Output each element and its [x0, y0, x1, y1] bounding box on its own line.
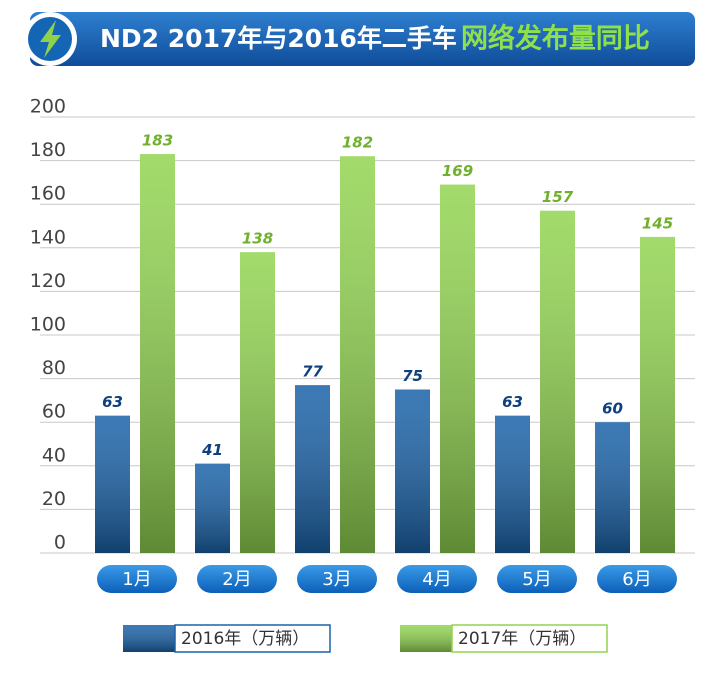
x-tick-label: 1月 [122, 569, 151, 590]
legend-label: 2016年（万辆） [181, 629, 309, 649]
value-label: 169 [442, 162, 473, 180]
y-tick-label: 80 [42, 357, 66, 379]
value-label: 63 [102, 393, 123, 411]
legend-box [174, 624, 331, 653]
y-tick-label: 20 [42, 488, 66, 510]
bar-shade [295, 385, 330, 553]
y-tick-label: 140 [30, 226, 66, 248]
bar-shade [595, 422, 630, 553]
value-label: 41 [201, 441, 223, 459]
bar-shade [540, 210, 575, 554]
value-label: 60 [602, 400, 623, 418]
bar-shade [95, 415, 130, 553]
value-label: 182 [342, 134, 373, 152]
bar-shade [240, 252, 275, 553]
bar-shade [495, 415, 530, 553]
bar-shade [140, 154, 175, 553]
x-tick-label: 2月 [222, 569, 251, 590]
header-bar [30, 12, 695, 66]
legend-label: 2017年（万辆） [458, 629, 586, 649]
y-tick-label: 0 [54, 532, 66, 554]
bar-shade [195, 463, 230, 553]
category-pill [597, 565, 677, 593]
value-label: 77 [302, 363, 323, 381]
bar-shade [395, 389, 430, 553]
value-label: 157 [542, 188, 574, 206]
value-label: 63 [502, 393, 523, 411]
y-tick-label: 200 [30, 96, 66, 118]
y-tick-label: 60 [42, 401, 66, 423]
value-label: 138 [242, 230, 273, 248]
category-pill [97, 565, 177, 593]
y-tick-label: 120 [30, 270, 66, 292]
y-tick-label: 180 [30, 139, 66, 161]
bar-shade [440, 184, 475, 553]
category-pill [497, 565, 577, 593]
bar-shade [640, 236, 675, 553]
legend-swatch-shade [400, 625, 452, 652]
value-label: 183 [142, 132, 173, 150]
category-pill [197, 565, 277, 593]
chart-title: ND2 2017年与2016年二手车 [100, 24, 457, 53]
y-tick-label: 40 [42, 444, 66, 466]
x-tick-label: 4月 [422, 569, 451, 590]
legend-box [451, 624, 608, 653]
legend-swatch-shade [123, 625, 175, 652]
x-tick-label: 5月 [522, 569, 551, 590]
value-label: 75 [402, 367, 423, 385]
x-tick-label: 3月 [322, 569, 351, 590]
x-tick-label: 6月 [622, 569, 651, 590]
bar-shade [340, 156, 375, 554]
category-pill [297, 565, 377, 593]
icon-bolt [40, 20, 61, 58]
chart-title-highlight: 网络发布量同比 [461, 23, 650, 55]
y-tick-label: 160 [30, 183, 66, 205]
category-pill [397, 565, 477, 593]
y-tick-label: 100 [30, 314, 66, 336]
value-label: 145 [642, 214, 673, 232]
